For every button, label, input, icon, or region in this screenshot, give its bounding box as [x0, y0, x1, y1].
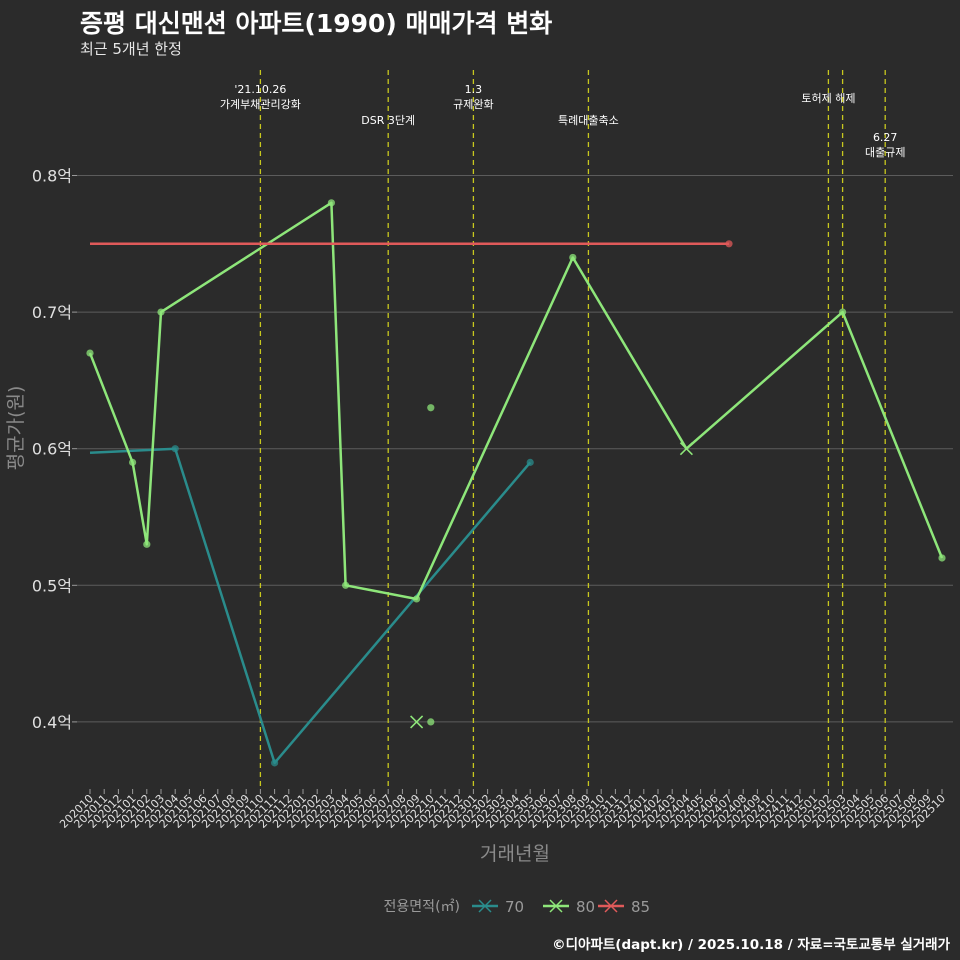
data-point-70: [271, 759, 279, 767]
data-point-80: [427, 718, 435, 726]
data-point-80: [143, 540, 151, 548]
data-point-80: [839, 308, 847, 316]
legend-title: 전용면적(㎡): [384, 899, 460, 915]
legend-label-85: 85: [631, 898, 650, 916]
data-point-80: [86, 349, 94, 357]
data-point-80: [157, 308, 165, 316]
event-label: 토허제 해제: [801, 91, 855, 105]
y-tick-label: 0.4억: [32, 713, 72, 732]
series-line-80: [88, 201, 944, 601]
data-point-80: [938, 554, 946, 562]
event-label: DSR 3단계: [361, 114, 415, 127]
event-label: 1.3: [465, 83, 483, 96]
data-point-80: [129, 458, 137, 466]
legend-swatch-cross2-80: [549, 899, 563, 913]
event-label: '21.10.26: [234, 83, 286, 96]
series-line-70: [89, 447, 532, 765]
data-point-70: [171, 445, 179, 453]
event-label: 6.27: [873, 131, 898, 144]
x-axis-title: 거래년월: [480, 843, 550, 865]
data-point-80: [342, 581, 350, 589]
data-point-80: [569, 253, 577, 262]
data-cross-80: [679, 442, 693, 456]
y-tick-label: 0.5억: [32, 576, 72, 595]
data-point-80: [413, 595, 421, 603]
data-cross-80: [410, 715, 424, 729]
y-tick-label: 0.6억: [32, 440, 72, 459]
y-tick-label: 0.7억: [32, 303, 72, 322]
event-label: 특례대출축소: [558, 114, 619, 127]
data-point-80: [427, 404, 435, 412]
y-tick-label: 0.8억: [32, 167, 72, 186]
data-point-85: [725, 240, 733, 248]
legend-label-80: 80: [576, 898, 595, 916]
legend-swatch-cross2-70: [478, 899, 492, 913]
data-point-70: [526, 458, 534, 466]
source-caption: ©디아파트(dapt.kr) / 2025.10.18 / 자료=국토교통부 실…: [552, 937, 950, 953]
event-label: 대출규제: [865, 146, 905, 159]
data-point-80: [327, 199, 335, 207]
y-axis-title: 평균가(원): [5, 386, 27, 471]
chart-title: 증평 대신맨션 아파트(1990) 매매가격 변화: [80, 9, 553, 38]
chart-subtitle: 최근 5개년 한정: [80, 40, 182, 58]
legend-label-70: 70: [505, 898, 524, 916]
legend-swatch-cross2-85: [604, 899, 618, 913]
event-label: 가계부채관리강화: [220, 98, 301, 111]
event-label: 규제완화: [453, 98, 493, 111]
